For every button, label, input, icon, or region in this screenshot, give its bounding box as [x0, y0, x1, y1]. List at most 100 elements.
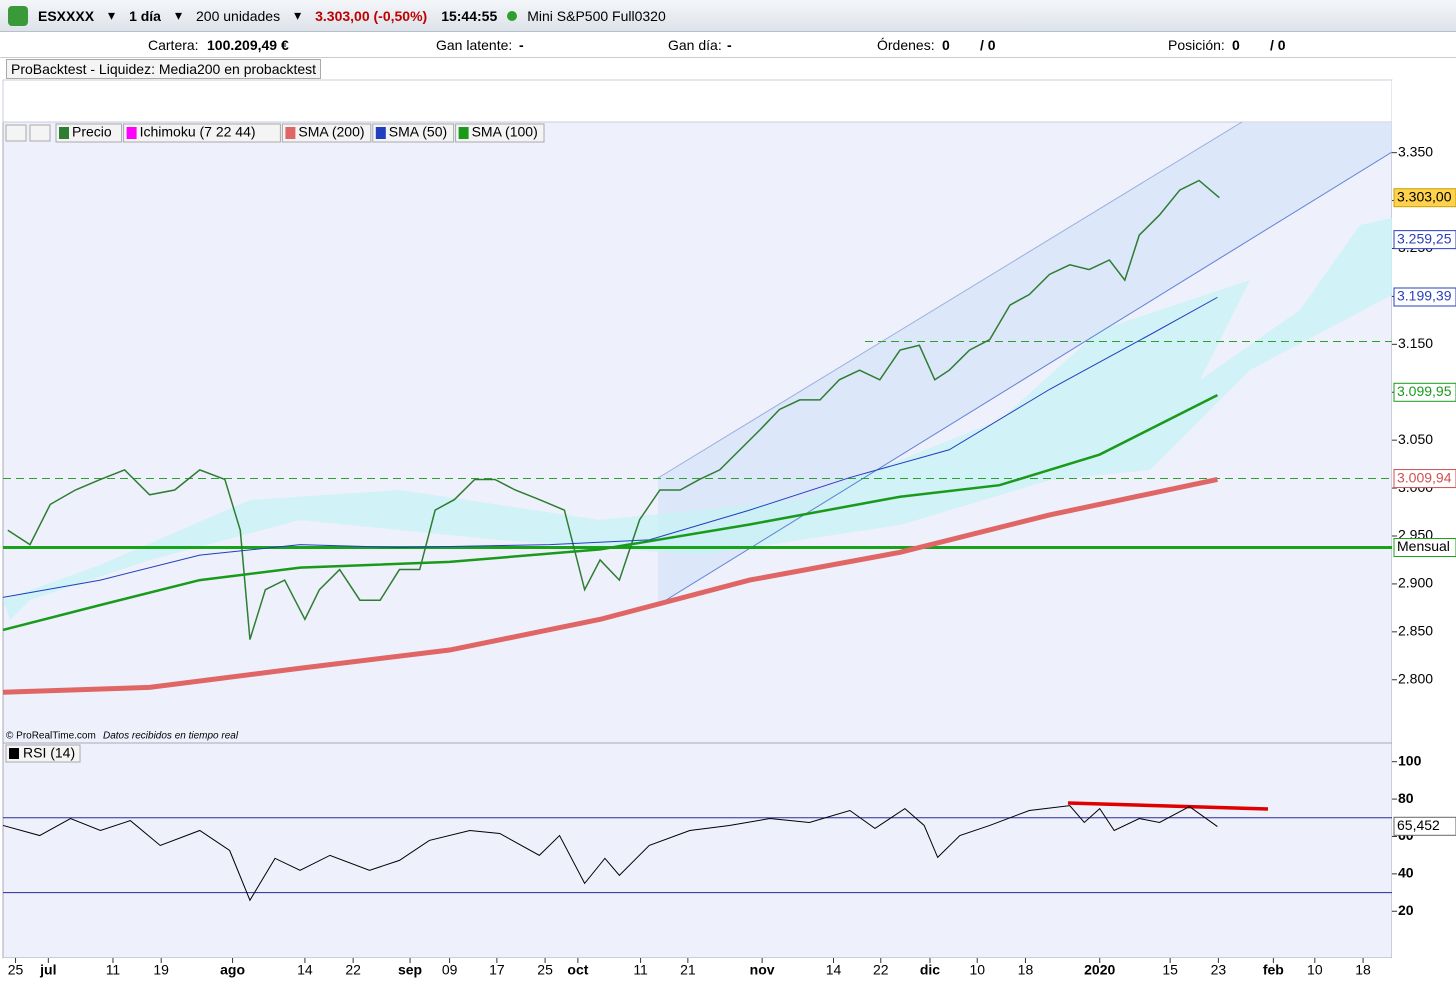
- series-line: [2, 394, 1218, 632]
- price-label: 3.259,25: [1397, 230, 1452, 246]
- y-tick-label: 80: [1398, 790, 1414, 806]
- x-tick-label: nov: [750, 962, 775, 978]
- legend-label: Precio: [72, 124, 112, 140]
- x-tick-label: dic: [920, 962, 940, 978]
- toolbar: ESXXXX ▾ 1 día ▾ 200 unidades ▾ 3.303,00 (-…: [0, 0, 1456, 32]
- x-tick-label: oct: [567, 962, 588, 978]
- level-badge: [1393, 538, 1456, 557]
- x-tick-label: 25: [537, 962, 553, 978]
- x-tick-label: 14: [826, 962, 842, 978]
- rsi-plot: [2, 742, 1393, 959]
- account-bar: Cartera: 100.209,49 € Gan latente: - Gan…: [0, 32, 1456, 58]
- series-line: [2, 296, 1218, 598]
- label: Gan latente:: [436, 36, 513, 53]
- logo: [8, 5, 28, 26]
- legend-item: [123, 123, 281, 143]
- backtest-panel: [2, 79, 1393, 123]
- y-tick-label: 3.300: [1398, 191, 1433, 207]
- credit-note: Datos recibidos en tiempo real: [103, 731, 239, 742]
- value: / 0: [1270, 36, 1286, 53]
- series-line: [7, 179, 1220, 640]
- price-badge: [1393, 230, 1456, 250]
- axis-panel: [1392, 80, 1456, 983]
- price-label: 3.303,00: [1397, 188, 1452, 204]
- x-tick-label: 15: [1162, 962, 1178, 978]
- rsi-title: RSI (14): [23, 745, 75, 761]
- value: 100.209,49 €: [207, 36, 289, 53]
- series-line: [2, 477, 1218, 695]
- plot: [2, 121, 1393, 744]
- x-tick-label: 21: [680, 962, 696, 978]
- price-label: 3.199,39: [1397, 288, 1452, 304]
- legend-box: [5, 744, 81, 763]
- units[interactable]: 200 unidades: [196, 7, 281, 24]
- symbol[interactable]: ESXXXX: [38, 7, 95, 24]
- y-tick-label: 3.000: [1398, 479, 1433, 495]
- x-tick-label: 2020: [1084, 962, 1115, 978]
- backtest-bar: ProBacktest - Liquidez: Media200 en prob…: [0, 58, 1456, 80]
- channel-line: [657, 151, 1393, 606]
- instrument: Mini S&P500 Full0320: [527, 7, 666, 24]
- price-badge: [1393, 469, 1456, 489]
- x-tick-label: sep: [398, 962, 422, 978]
- label: Gan día:: [668, 36, 722, 53]
- backtest[interactable]: ProBacktest - Liquidez: Media200 en prob…: [6, 59, 322, 79]
- legend-swatch: [285, 127, 296, 139]
- y-tick-label: 3.250: [1398, 239, 1433, 255]
- legend-item: [55, 123, 123, 143]
- price-badge: [1393, 382, 1456, 402]
- label: Órdenes:: [877, 36, 935, 53]
- legend-button: [29, 124, 51, 142]
- legend-item: [455, 123, 545, 143]
- x-tick-label: 17: [489, 962, 505, 978]
- value: -: [519, 36, 524, 53]
- quote: 3.303,00 (-0,50%): [315, 7, 428, 24]
- y-tick-label: 60: [1398, 827, 1414, 843]
- divergence-line: [1067, 801, 1269, 811]
- value: / 0: [980, 36, 996, 53]
- x-tick-label: 23: [1211, 962, 1227, 978]
- period[interactable]: 1 día: [129, 7, 161, 24]
- x-tick-label: 19: [153, 962, 169, 978]
- credit: © ProRealTime.com: [6, 731, 96, 742]
- price-label: 3.009,94: [1397, 469, 1452, 485]
- x-tick-label: 11: [106, 962, 121, 978]
- y-tick-label: 3.150: [1398, 335, 1433, 351]
- y-tick-label: 2.800: [1398, 670, 1433, 686]
- legend-item: [372, 123, 455, 143]
- label: Posición:: [1168, 36, 1225, 53]
- y-tick-label: 40: [1398, 865, 1414, 881]
- legend-label: Ichimoku (7 22 44): [140, 124, 256, 140]
- legend-label: SMA (100): [472, 124, 538, 140]
- x-tick-label: jul: [39, 962, 56, 978]
- price-label: 3.099,95: [1397, 383, 1452, 399]
- price-badge: [1393, 287, 1456, 307]
- value-label: 65,452: [1397, 817, 1440, 833]
- y-tick-label: 3.350: [1398, 143, 1433, 159]
- legend-swatch: [375, 127, 386, 139]
- x-tick-label: 10: [1307, 962, 1323, 978]
- legend-button: [5, 124, 27, 142]
- legend-item: [281, 123, 372, 143]
- x-tick-label: 25: [8, 962, 24, 978]
- legend-label: SMA (50): [389, 124, 447, 140]
- ichimoku-cloud: [3, 218, 1392, 620]
- price-badge: [1393, 188, 1456, 208]
- x-tick-label: ago: [220, 962, 245, 978]
- time: 15:44:55: [441, 7, 498, 24]
- x-tick-label: 18: [1355, 962, 1371, 978]
- x-tick-label: 14: [297, 962, 313, 978]
- x-tick-label: 11: [633, 962, 648, 978]
- channel-line: [657, 121, 1243, 479]
- x-axis-panel: [3, 958, 1392, 983]
- legend-label: SMA (200): [298, 124, 364, 140]
- y-tick-label: 2.950: [1398, 527, 1433, 543]
- status: [507, 10, 518, 21]
- legend-swatch: [126, 127, 137, 139]
- y-tick-label: 3.200: [1398, 287, 1433, 303]
- x-tick-label: 22: [345, 962, 361, 978]
- legend-swatch: [458, 127, 469, 139]
- y-tick-label: 2.900: [1398, 575, 1433, 591]
